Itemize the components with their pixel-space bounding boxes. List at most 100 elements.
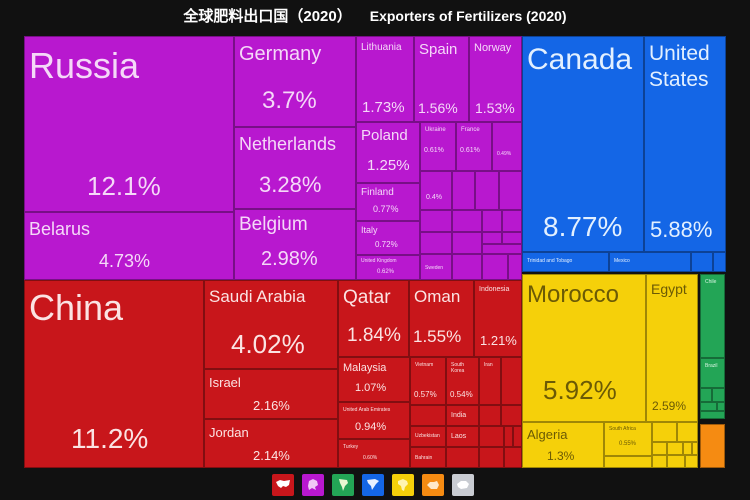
cell-lithuania[interactable]: Lithuania 1.73% xyxy=(356,36,414,122)
cell-samerica-minor xyxy=(700,402,717,411)
title-en: Exporters of Fertilizers (2020) xyxy=(369,8,567,24)
cell-india[interactable]: India xyxy=(446,405,479,426)
cell-europe-small-2[interactable]: 0.4% xyxy=(420,171,452,210)
cell-africa-minor xyxy=(683,442,692,455)
legend-other[interactable] xyxy=(452,474,474,496)
cell-asia-minor xyxy=(504,426,513,447)
cell-europe-minor xyxy=(482,210,502,232)
south-america-icon xyxy=(339,479,348,491)
cell-europe-minor xyxy=(482,254,508,280)
cell-germany[interactable]: Germany 3.7% xyxy=(234,36,356,127)
cell-africa-minor xyxy=(692,442,698,455)
cell-israel[interactable]: Israel 2.16% xyxy=(204,369,338,419)
chart-title: 全球肥料出口国（2020） Exporters of Fertilizers (2… xyxy=(0,0,750,34)
cell-jordan[interactable]: Jordan 2.14% xyxy=(204,419,338,468)
cell-saudi-arabia[interactable]: Saudi Arabia 4.02% xyxy=(204,280,338,369)
cell-bahrain[interactable]: Bahrain xyxy=(410,447,446,468)
cell-russia[interactable]: Russia 12.1% xyxy=(24,36,234,212)
cell-africa-minor xyxy=(652,442,667,455)
cell-europe-minor xyxy=(502,232,522,244)
cell-spain[interactable]: Spain 1.56% xyxy=(414,36,469,122)
cell-namerica-minor xyxy=(691,252,713,272)
cell-canada[interactable]: Canada 8.77% xyxy=(522,36,644,252)
cell-samerica-minor xyxy=(700,388,712,402)
cell-europe-minor xyxy=(420,232,452,254)
cell-qatar[interactable]: Qatar 1.84% xyxy=(338,280,409,357)
cell-egypt[interactable]: Egypt 2.59% xyxy=(646,274,698,422)
cell-africa-minor xyxy=(685,455,698,468)
cell-samerica-minor xyxy=(717,402,725,411)
cell-turkey[interactable]: Turkey 0.60% xyxy=(338,439,410,468)
cell-africa-minor xyxy=(652,422,677,442)
title-zh: 全球肥料出口国（2020） xyxy=(183,8,352,25)
cell-europe-minor xyxy=(482,232,502,244)
cell-africa-minor xyxy=(677,422,698,442)
cell-poland[interactable]: Poland 1.25% xyxy=(356,122,420,183)
antarctica-other-icon xyxy=(457,481,469,489)
africa-icon xyxy=(398,479,408,491)
legend-south-america[interactable] xyxy=(332,474,354,496)
europe-icon xyxy=(308,479,318,490)
cell-oman[interactable]: Oman 1.55% xyxy=(409,280,474,357)
cell-algeria[interactable]: Algeria 1.3% xyxy=(522,422,604,468)
cell-asia-minor xyxy=(446,447,479,468)
cell-malaysia[interactable]: Malaysia 1.07% xyxy=(338,357,410,402)
cell-europe-minor xyxy=(452,254,482,280)
cell-ukraine[interactable]: Ukraine 0.61% xyxy=(420,122,456,171)
cell-italy[interactable]: Italy 0.72% xyxy=(356,221,420,255)
cell-asia-minor xyxy=(513,426,522,447)
cell-south-africa[interactable]: South Africa 0.55% xyxy=(604,422,652,456)
cell-europe-small-1[interactable]: 0.49% xyxy=(492,122,522,171)
treemap: Russia 12.1% Belarus 4.73% Germany 3.7% … xyxy=(24,36,726,468)
cell-netherlands[interactable]: Netherlands 3.28% xyxy=(234,127,356,209)
legend-asia[interactable] xyxy=(272,474,294,496)
cell-europe-minor xyxy=(475,171,499,210)
cell-europe-minor xyxy=(482,244,522,254)
cell-asia-minor xyxy=(410,405,446,426)
cell-finland[interactable]: Finland 0.77% xyxy=(356,183,420,221)
cell-united-states[interactable]: United States 5.88% xyxy=(644,36,726,252)
cell-samerica-minor xyxy=(712,388,725,402)
cell-united-arab-emirates[interactable]: United Arab Emirates 0.94% xyxy=(338,402,410,439)
cell-europe-minor xyxy=(508,254,522,280)
cell-iran[interactable]: Iran xyxy=(479,357,501,405)
legend-oceania[interactable] xyxy=(422,474,444,496)
cell-oceania[interactable] xyxy=(700,424,725,468)
cell-africa-minor xyxy=(667,442,683,455)
north-america-icon xyxy=(367,479,379,490)
cell-asia-minor xyxy=(501,405,522,426)
cell-europe-minor xyxy=(452,210,482,232)
cell-belarus[interactable]: Belarus 4.73% xyxy=(24,212,234,280)
legend-africa[interactable] xyxy=(392,474,414,496)
cell-south-korea[interactable]: South Korea 0.54% xyxy=(446,357,479,405)
cell-brazil[interactable]: Brazil xyxy=(700,358,725,388)
cell-africa-minor xyxy=(652,455,667,468)
legend-north-america[interactable] xyxy=(362,474,384,496)
cell-mexico[interactable]: Mexico xyxy=(609,252,691,272)
cell-trinidad-and-tobago[interactable]: Trinidad and Tobago xyxy=(522,252,609,272)
cell-morocco[interactable]: Morocco 5.92% xyxy=(522,274,646,422)
cell-norway[interactable]: Norway 1.53% xyxy=(469,36,522,122)
legend-europe[interactable] xyxy=(302,474,324,496)
cell-vietnam[interactable]: Vietnam 0.57% xyxy=(410,357,446,405)
cell-europe-minor xyxy=(499,171,522,210)
cell-africa-minor xyxy=(604,456,652,468)
cell-asia-minor xyxy=(479,405,501,426)
cell-laos[interactable]: Laos xyxy=(446,426,479,447)
cell-chile[interactable]: Chile xyxy=(700,274,725,358)
cell-europe-minor xyxy=(420,210,452,232)
cell-uzbekistan[interactable]: Uzbekistan xyxy=(410,426,446,447)
cell-belgium[interactable]: Belgium 2.98% xyxy=(234,209,356,280)
cell-china[interactable]: China 11.2% xyxy=(24,280,204,468)
cell-europe-minor xyxy=(452,232,482,254)
cell-indonesia[interactable]: Indonesia 1.21% xyxy=(474,280,522,357)
cell-united-kingdom[interactable]: United Kingdom 0.62% xyxy=(356,255,420,280)
cell-europe-minor xyxy=(452,171,475,210)
cell-sweden[interactable]: Sweden xyxy=(420,254,452,280)
oceania-icon xyxy=(427,481,439,489)
cell-africa-minor xyxy=(667,455,685,468)
continent-legend xyxy=(272,474,474,496)
cell-samerica-minor xyxy=(700,411,725,419)
cell-namerica-minor xyxy=(713,252,726,272)
cell-france[interactable]: France 0.61% xyxy=(456,122,492,171)
